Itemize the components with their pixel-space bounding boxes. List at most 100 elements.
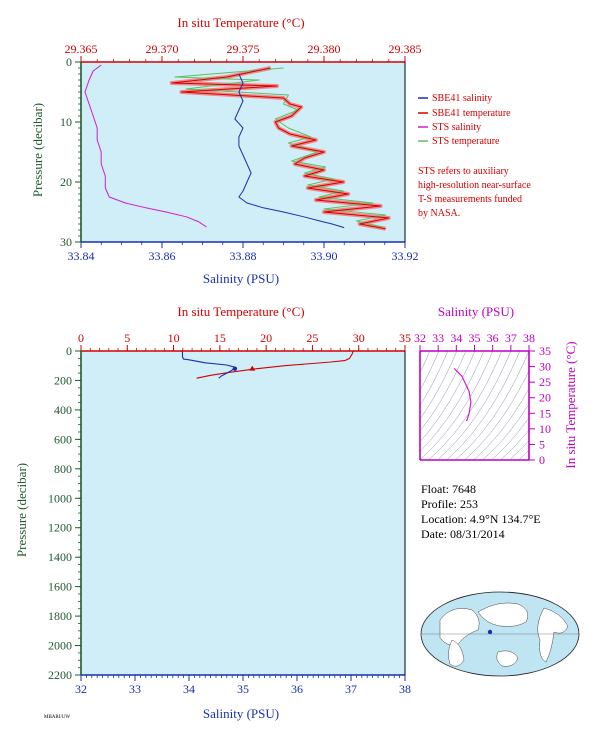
- density-contour: [455, 351, 529, 460]
- ts-temperature-axis-label: In situ Temperature (°C): [563, 341, 578, 468]
- full-profile-temperature-axis-tick-label: 25: [306, 331, 318, 345]
- ts-salinity-axis-tick-label: 33: [432, 331, 444, 345]
- full-profile-temperature-axis-tick-label: 35: [399, 331, 411, 345]
- near-surface-salinity-axis-tick-label: 33.86: [149, 249, 176, 263]
- float-location-marker: [487, 629, 493, 635]
- full-profile-panel: 0 5 10 15 20 25 30 35 32 33 34 35 36 37 38 0 200 400 600 80…: [14, 304, 411, 721]
- full-profile-salinity-axis-tick-label: 36: [291, 682, 303, 696]
- full-profile-axes: 0 5 10 15 20 25 30 35 32 33 34 35 36 37 38 0 200 400 600 80…: [48, 331, 411, 696]
- map-land-asia: [477, 602, 528, 627]
- ts-salinity-axis-tick-label: 36: [487, 331, 499, 345]
- full-profile-salinity-axis-tick-label: 33: [129, 682, 141, 696]
- full-profile-temperature-axis-tick-label: 10: [168, 331, 180, 345]
- legend-label-sbe-temperature: SBE41 temperature: [432, 108, 511, 119]
- map-land-americas: [537, 607, 569, 663]
- density-contour: [420, 351, 449, 407]
- ts-temperature-axis-tick-label: 10: [539, 422, 551, 436]
- full-profile-pressure-axis-tick-label: 800: [54, 462, 72, 476]
- density-contour: [420, 351, 476, 443]
- density-contour: [428, 351, 503, 460]
- full-profile-salinity-line: [181, 351, 236, 379]
- full-profile-pressure-axis-tick-label: 200: [54, 373, 72, 387]
- ts-temperature-axis-tick-label: 5: [539, 437, 545, 451]
- series-sbe41-salinity: [234, 73, 345, 229]
- full-profile-plot-area: [81, 351, 405, 675]
- map-land-africa: [448, 639, 465, 667]
- full-profile-pressure-axis-tick-label: 2000: [48, 639, 72, 653]
- full-profile-pressure-axis-tick-label: 600: [54, 432, 72, 446]
- series-sbe41-temperature: [171, 67, 390, 230]
- near-surface-pressure-axis-tick-label: 10: [60, 115, 72, 129]
- float-number: Float: 7648: [421, 482, 476, 496]
- near-surface-salinity-axis-label: Salinity (PSU): [203, 271, 279, 286]
- ts-temperature-axis-tick-label: 15: [539, 406, 551, 420]
- near-surface-pressure-axis-tick-label: 20: [60, 175, 72, 189]
- density-contour: [420, 351, 440, 391]
- density-contour: [473, 387, 529, 460]
- density-contour: [482, 403, 529, 460]
- legend-label-sbe-salinity: SBE41 salinity: [432, 93, 492, 104]
- density-contour-lines: [420, 351, 529, 460]
- full-profile-salinity-axis-tick-label: 35: [237, 682, 249, 696]
- full-profile-salinity-axis-label: Salinity (PSU): [203, 706, 279, 721]
- density-contour: [420, 351, 494, 460]
- profile-number: Profile: 253: [421, 497, 478, 511]
- full-profile-temperature-axis-tick-label: 30: [353, 331, 365, 345]
- density-contour: [420, 351, 467, 432]
- full-profile-temperature-axis-tick-label: 15: [214, 331, 226, 345]
- ts-salinity-axis-label: Salinity (PSU): [438, 304, 514, 319]
- full-profile-temperature-axis-tick-label: 0: [78, 331, 84, 345]
- near-surface-salinity-axis-tick-label: 33.92: [392, 249, 419, 263]
- near-surface-axes: 29.365 29.370 29.375 29.380 29.385 33.84 33.86…: [60, 42, 422, 263]
- full-profile-pressure-axis-tick-label: 0: [66, 344, 72, 358]
- map-land-australia: [496, 650, 519, 667]
- ts-temperature-axis-tick-label: 35: [539, 344, 551, 358]
- full-profile-pressure-axis-tick-label: 1000: [48, 491, 72, 505]
- full-profile-salinity-axis-tick-label: 38: [399, 682, 411, 696]
- ts-curve: [453, 367, 472, 422]
- sts-note-line-3: T-S measurements funded: [418, 194, 522, 205]
- sts-note-line-4: by NASA.: [418, 208, 460, 219]
- full-profile-pressure-axis-tick-label: 1200: [48, 521, 72, 535]
- ts-salinity-axis-tick-label: 38: [523, 331, 535, 345]
- full-profile-salinity-axis-tick-label: 37: [345, 682, 357, 696]
- full-profile-pressure-axis-tick-label: 1600: [48, 580, 72, 594]
- density-contour: [446, 351, 521, 460]
- ts-temperature-axis-tick-label: 20: [539, 391, 551, 405]
- ts-salinity-axis-tick-label: 37: [505, 331, 517, 345]
- near-surface-pressure-axis-tick-label: 30: [60, 235, 72, 249]
- ts-temperature-axis-tick-label: 25: [539, 375, 551, 389]
- full-profile-temperature-line: [196, 350, 354, 379]
- full-profile-temperature-axis-tick-label: 20: [260, 331, 272, 345]
- sts-note-line-1: STS refers to auxiliary: [418, 166, 509, 177]
- full-profile-pressure-axis-tick-label: 1800: [48, 609, 72, 623]
- full-profile-temperature-axis-tick-label: 5: [124, 331, 130, 345]
- near-surface-salinity-axis-tick-label: 33.88: [230, 249, 257, 263]
- full-profile-temperature-axis-label: In situ Temperature (°C): [177, 304, 304, 319]
- near-surface-panel: 29.365 29.370 29.375 29.380 29.385 33.84 33.86…: [30, 15, 422, 286]
- near-surface-temperature-axis-tick-label: 29.380: [308, 42, 341, 56]
- ts-temperature-axis-tick-label: 30: [539, 360, 551, 374]
- full-profile-pressure-axis-tick-label: 2200: [48, 668, 72, 682]
- full-profile-pressure-axis-tick-label: 400: [54, 403, 72, 417]
- series-sts-salinity: [84, 64, 207, 228]
- density-contour: [420, 351, 458, 420]
- near-surface-temperature-axis-label: In situ Temperature (°C): [177, 15, 304, 30]
- ts-temperature-axis-tick-label: 0: [539, 453, 545, 467]
- full-profile-salinity-axis-tick-label: 34: [183, 682, 195, 696]
- temperature-marker: [249, 365, 256, 371]
- near-surface-salinity-axis-tick-label: 33.84: [68, 249, 95, 263]
- full-profile-salinity-axis-tick-label: 32: [75, 682, 87, 696]
- footer-credit: MBARI/UW: [44, 715, 70, 720]
- density-contour: [420, 351, 485, 452]
- near-surface-temperature-axis-tick-label: 29.370: [146, 42, 179, 56]
- near-surface-temperature-axis-tick-label: 29.375: [227, 42, 260, 56]
- legend-label-sts-salinity: STS salinity: [432, 122, 481, 133]
- legend-label-sts-temperature: STS temperature: [432, 136, 500, 147]
- float-location: Location: 4.9°N 134.7°E: [421, 512, 541, 526]
- near-surface-pressure-axis-tick-label: 0: [66, 55, 72, 69]
- near-surface-series-group: [84, 64, 391, 231]
- ts-salinity-axis-tick-label: 32: [414, 331, 426, 345]
